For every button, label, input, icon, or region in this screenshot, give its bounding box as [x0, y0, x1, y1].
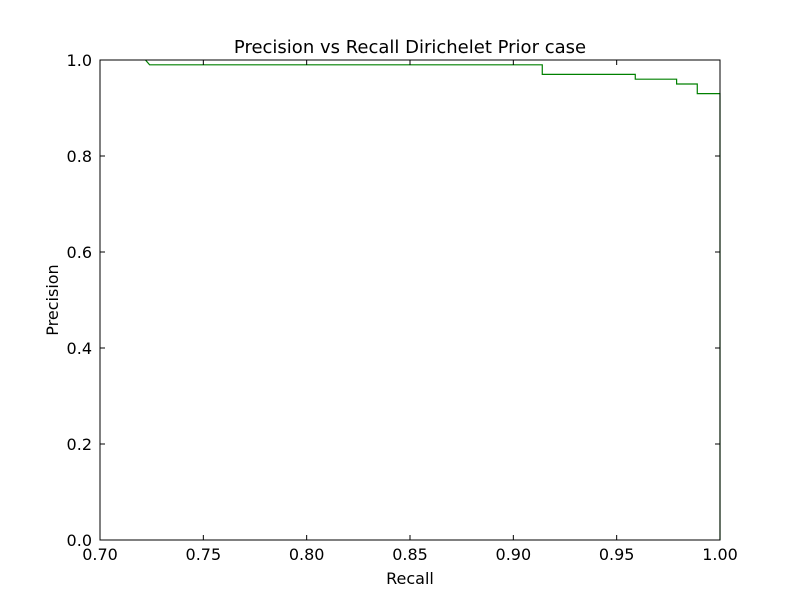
x-tick-label: 0.75 [186, 545, 222, 564]
x-tick-label: 0.85 [392, 545, 428, 564]
y-axis-label: Precision [43, 264, 62, 335]
x-tick-label: 0.95 [599, 545, 635, 564]
y-tick-label: 0.8 [67, 147, 92, 166]
y-tick-label: 1.0 [67, 51, 92, 70]
x-tick-label: 0.80 [289, 545, 325, 564]
y-tick-label: 0.6 [67, 243, 92, 262]
series-line-0 [145, 59, 721, 540]
x-axis: 0.70 0.75 0.80 0.85 0.90 0.95 1.00 [82, 60, 738, 564]
plot-area [145, 59, 721, 540]
x-axis-label: Recall [386, 569, 434, 588]
x-tick-label: 0.70 [82, 545, 118, 564]
y-axis: 0.0 0.2 0.4 0.6 0.8 1.0 [67, 51, 720, 550]
y-tick-label: 0.2 [67, 435, 92, 454]
y-tick-label: 0.4 [67, 339, 92, 358]
chart-title: Precision vs Recall Dirichelet Prior cas… [234, 37, 586, 58]
y-tick-label: 0.0 [67, 531, 92, 550]
x-tick-label: 0.90 [496, 545, 532, 564]
plot-frame [99, 59, 721, 541]
x-tick-label: 1.00 [702, 545, 738, 564]
